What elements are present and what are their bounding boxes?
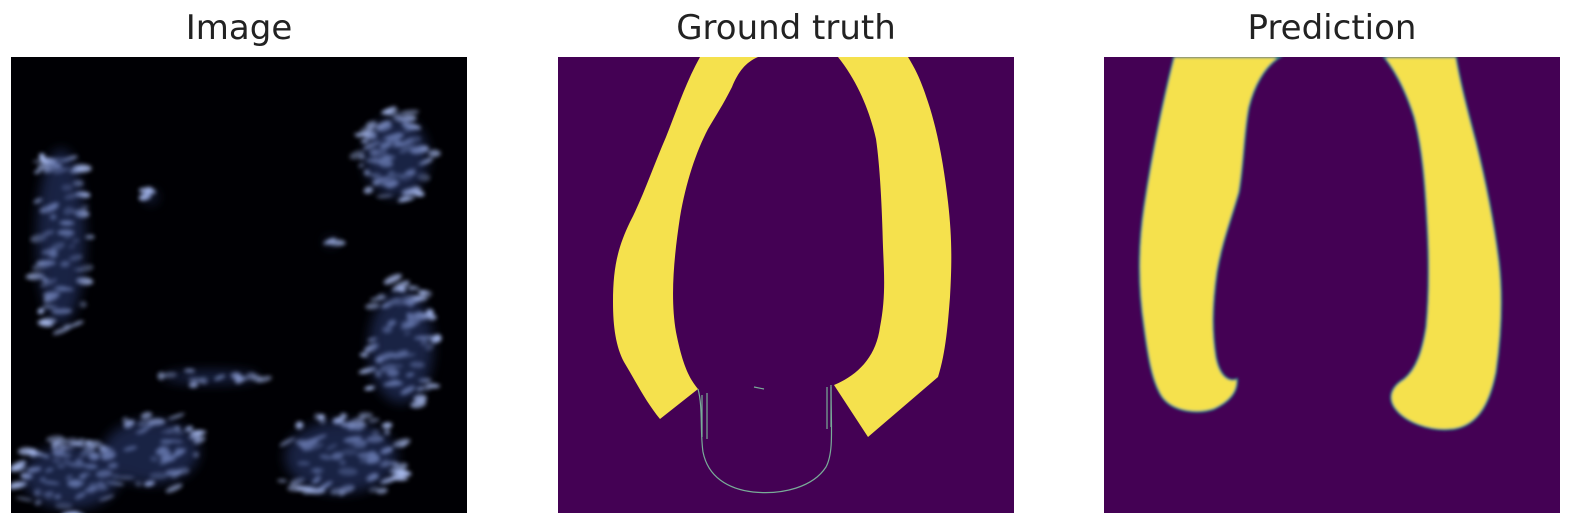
speckle	[15, 496, 33, 502]
panel-title-prediction: Prediction	[1247, 8, 1417, 48]
speckle	[387, 108, 399, 114]
speckle	[71, 164, 92, 173]
ultrasound-image	[11, 57, 467, 513]
speckle	[414, 190, 425, 197]
speckle	[37, 307, 45, 315]
speckle	[165, 483, 183, 493]
speckle-glow	[103, 420, 199, 484]
ground-truth-myocardium	[613, 57, 952, 437]
panel-prediction: Prediction	[1104, 0, 1560, 522]
speckle	[349, 150, 365, 160]
speckle	[418, 290, 426, 295]
speckle	[11, 460, 27, 472]
speckle-glow	[324, 238, 338, 246]
speckle	[358, 163, 365, 168]
speckle	[363, 186, 374, 194]
speckle	[52, 326, 70, 335]
speckle	[392, 438, 411, 448]
speckle-glow	[37, 149, 85, 325]
prediction-left-limb	[1138, 57, 1282, 413]
speckle-glow	[144, 190, 158, 204]
speckle	[277, 479, 288, 483]
speckle	[408, 285, 420, 291]
speckle	[376, 487, 388, 494]
speckle	[399, 109, 420, 116]
speckle	[84, 234, 95, 240]
speckle	[279, 437, 296, 447]
panel-title-image: Image	[185, 8, 293, 48]
speckle	[122, 417, 129, 424]
speckle	[60, 510, 79, 513]
speckle	[71, 320, 84, 327]
panel-image: Image	[11, 0, 467, 522]
speckle	[340, 413, 347, 420]
prediction-svg	[1104, 57, 1560, 513]
speckle	[410, 400, 427, 408]
speckle	[388, 463, 408, 474]
speckle	[413, 394, 427, 403]
speckle	[359, 353, 369, 357]
speckle	[140, 412, 153, 420]
panel-ground-truth: Ground truth	[558, 0, 1014, 522]
speckle	[84, 439, 92, 446]
speckle-glow	[163, 370, 259, 384]
ultrasound-svg	[11, 57, 467, 513]
prediction-right-limb	[1382, 57, 1503, 431]
speckle	[79, 301, 87, 308]
speckle	[167, 413, 185, 420]
speckle-glow	[369, 291, 433, 403]
panel-title-ground-truth: Ground truth	[676, 8, 896, 48]
speckle	[383, 273, 402, 285]
speckle	[302, 485, 315, 495]
speckle-glow	[285, 421, 397, 493]
speckle	[63, 324, 74, 329]
speckle	[37, 319, 54, 327]
speckle	[381, 106, 397, 114]
speckle	[397, 286, 407, 293]
speckle	[295, 421, 304, 430]
speckle	[365, 303, 381, 310]
speckle	[399, 196, 410, 201]
speckle	[427, 149, 441, 157]
speckle	[425, 383, 441, 389]
speckle	[381, 422, 393, 429]
speckle	[188, 381, 199, 388]
speckle	[11, 481, 28, 490]
speckle	[377, 293, 386, 300]
ground-truth-svg	[558, 57, 1014, 513]
speckle	[392, 280, 410, 292]
speckle-glow	[364, 117, 428, 197]
speckle	[78, 438, 86, 444]
speckle	[157, 372, 165, 380]
speckle-glow	[23, 445, 119, 509]
speckle	[190, 430, 207, 435]
ground-truth-mask	[558, 57, 1014, 513]
speckle	[52, 438, 68, 448]
speckle	[33, 169, 43, 174]
speckle	[313, 412, 321, 421]
speckle	[392, 470, 407, 478]
prediction-mask	[1104, 57, 1560, 513]
speckle	[384, 429, 390, 436]
speckle	[367, 418, 380, 423]
speckle	[364, 385, 376, 391]
speckle	[380, 476, 397, 484]
speckle	[184, 426, 193, 432]
speckle	[256, 375, 272, 383]
